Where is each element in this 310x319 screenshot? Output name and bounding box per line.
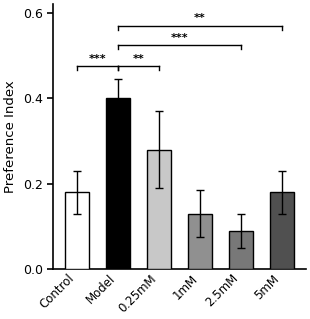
Bar xyxy=(229,231,253,269)
Text: ***: *** xyxy=(171,33,188,43)
Bar xyxy=(64,192,89,269)
Bar xyxy=(270,192,294,269)
Bar xyxy=(106,98,130,269)
Y-axis label: Preference Index: Preference Index xyxy=(4,80,17,193)
Bar xyxy=(147,150,171,269)
Bar xyxy=(188,214,212,269)
Text: ***: *** xyxy=(89,54,106,64)
Text: **: ** xyxy=(133,54,144,64)
Text: **: ** xyxy=(194,13,206,23)
